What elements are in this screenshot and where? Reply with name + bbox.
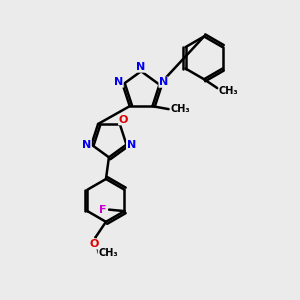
Text: O: O xyxy=(89,239,99,249)
Text: N: N xyxy=(82,140,91,150)
Text: CH₃: CH₃ xyxy=(98,248,118,258)
Text: N: N xyxy=(127,140,136,150)
Text: O: O xyxy=(118,115,128,125)
Text: N: N xyxy=(159,77,168,87)
Text: CH₃: CH₃ xyxy=(219,85,239,95)
Text: CH₃: CH₃ xyxy=(170,104,190,114)
Text: N: N xyxy=(114,77,123,87)
Text: F: F xyxy=(99,205,107,214)
Text: N: N xyxy=(136,62,146,72)
